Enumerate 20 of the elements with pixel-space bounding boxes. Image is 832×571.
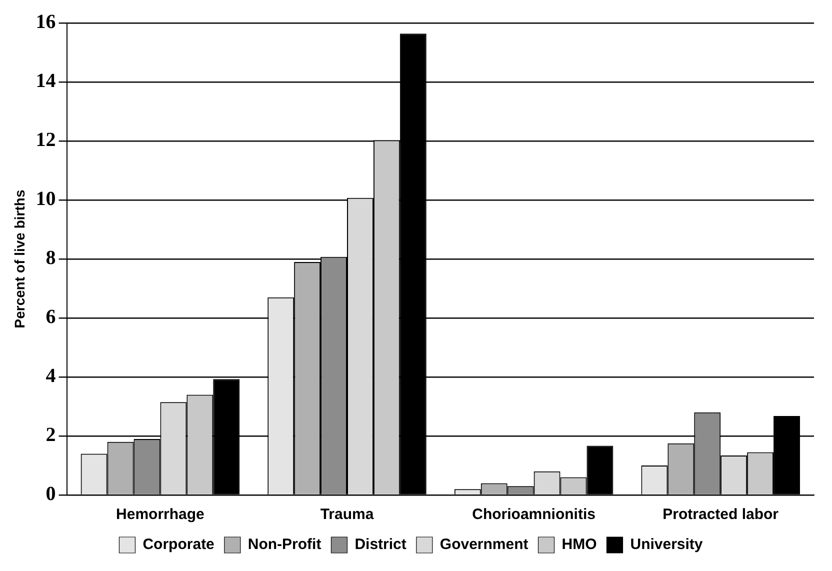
- legend-label: University: [630, 536, 704, 554]
- y-tick-label: 2: [46, 424, 56, 446]
- y-tick-label: 14: [36, 70, 56, 92]
- legend-label: Corporate: [142, 536, 214, 554]
- y-tick-label: 16: [36, 11, 56, 34]
- legend-label: Non-Profit: [248, 536, 322, 554]
- x-tick-label: Hemorrhage: [116, 506, 204, 524]
- y-tick-label: 10: [36, 188, 56, 210]
- x-tick-label: Protracted labor: [662, 506, 779, 524]
- y-tick-label: 6: [46, 306, 56, 328]
- y-tick-label: 12: [36, 129, 56, 152]
- legend-label: HMO: [562, 536, 598, 554]
- y-axis-title: Percent of live births: [11, 190, 28, 328]
- x-tick-label: Chorioamnionitis: [472, 506, 596, 524]
- y-tick-label: 0: [46, 483, 56, 506]
- y-tick-label: 4: [46, 365, 56, 388]
- y-tick-label: 8: [46, 247, 56, 270]
- legend-label: District: [354, 536, 406, 554]
- x-tick-label: Trauma: [320, 506, 374, 524]
- legend-label: Government: [440, 536, 528, 554]
